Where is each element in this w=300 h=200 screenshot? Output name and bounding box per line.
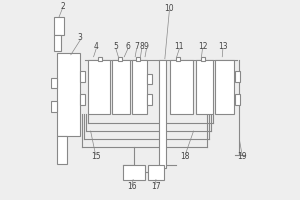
Bar [176,57,180,61]
Bar [170,60,193,114]
Bar [118,57,122,61]
Bar [132,60,147,114]
Bar [159,60,166,168]
Text: 17: 17 [151,182,160,191]
Text: 9: 9 [144,42,149,51]
Bar [235,71,240,82]
Text: 11: 11 [175,42,184,51]
Bar [215,60,234,114]
Text: 6: 6 [125,42,130,51]
Text: 10: 10 [165,4,174,13]
Bar [54,17,64,35]
Bar [98,57,102,61]
Bar [57,136,67,164]
Bar [80,94,85,105]
Text: 2: 2 [60,2,65,11]
Bar [51,1,57,199]
Bar [147,74,152,84]
Text: 13: 13 [218,42,228,51]
Bar [201,57,206,61]
Bar [51,78,57,88]
Bar [88,60,110,114]
Text: 18: 18 [181,152,190,161]
Text: 12: 12 [198,42,207,51]
Bar [51,101,57,112]
Text: 15: 15 [91,152,100,161]
Bar [196,60,213,114]
Bar [148,165,164,180]
Bar [147,94,152,105]
Text: 5: 5 [113,42,119,51]
Text: 16: 16 [127,182,136,191]
Text: 8: 8 [139,42,144,51]
Bar [123,165,145,180]
Text: 7: 7 [134,42,139,51]
Text: 4: 4 [94,42,99,51]
Bar [54,35,61,51]
Bar [80,71,85,82]
Text: 3: 3 [78,33,83,42]
Text: 19: 19 [237,152,247,161]
Bar [235,94,240,105]
Bar [112,60,130,114]
Bar [136,57,140,61]
Bar [57,53,80,136]
